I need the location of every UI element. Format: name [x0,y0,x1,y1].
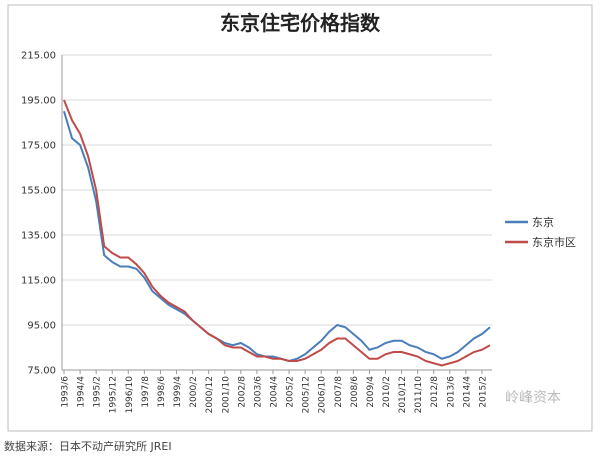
x-tick-label: 2000/2 [189,376,199,408]
x-tick-label: 1995/2 [93,376,103,408]
x-tick-label: 1995/12 [109,376,119,413]
x-tick-label: 2007/8 [334,376,344,408]
x-tick-label: 2014/4 [462,376,472,408]
x-tick-label: 2012/8 [430,376,440,408]
watermark: 岭峰资本 [505,390,561,406]
y-tick-label: 95.00 [27,321,56,332]
y-tick-label: 215.00 [21,51,56,62]
x-tick-label: 1998/6 [157,376,167,408]
series-line [63,99,491,367]
chart-title: 东京住宅价格指数 [220,11,381,35]
x-tick-label: 2004/4 [269,376,279,408]
x-tick-label: 1994/4 [77,376,87,408]
y-tick-label: 175.00 [21,141,56,152]
x-tick-label: 2005/2 [286,376,296,408]
x-tick-label: 2009/4 [366,376,376,408]
y-tick-label: 115.00 [21,276,56,287]
y-tick-label: 155.00 [21,186,56,197]
source-note: 数据来源：日本不动产研究所 JREI [4,439,172,453]
y-tick-label: 75.00 [27,366,56,377]
x-tick-label: 2010/12 [398,376,408,413]
x-tick-label: 2000/12 [205,376,215,413]
x-tick-label: 1996/10 [125,376,135,414]
y-tick-label: 135.00 [21,231,56,242]
x-tick-label: 2006/10 [318,376,328,414]
y-tick-label: 195.00 [21,96,56,107]
x-tick-label: 1997/8 [141,376,151,408]
chart-frame [7,4,593,432]
x-tick-label: 1999/4 [173,376,183,408]
x-tick-label: 2001/10 [221,376,231,414]
x-tick-label: 2010/2 [382,376,392,408]
x-tick-label: 2005/12 [302,376,312,413]
x-tick-label: 2002/8 [237,376,247,408]
legend-label: 东京市区 [532,235,576,249]
legend-label: 东京 [532,215,554,229]
x-tick-label: 2015/2 [478,376,488,408]
x-tick-label: 2011/10 [414,376,424,414]
x-tick-label: 1993/6 [61,376,71,408]
x-tick-label: 2003/6 [253,376,263,408]
x-tick-label: 2013/6 [446,376,456,408]
series-line [63,110,491,363]
x-tick-label: 2008/6 [350,376,360,408]
